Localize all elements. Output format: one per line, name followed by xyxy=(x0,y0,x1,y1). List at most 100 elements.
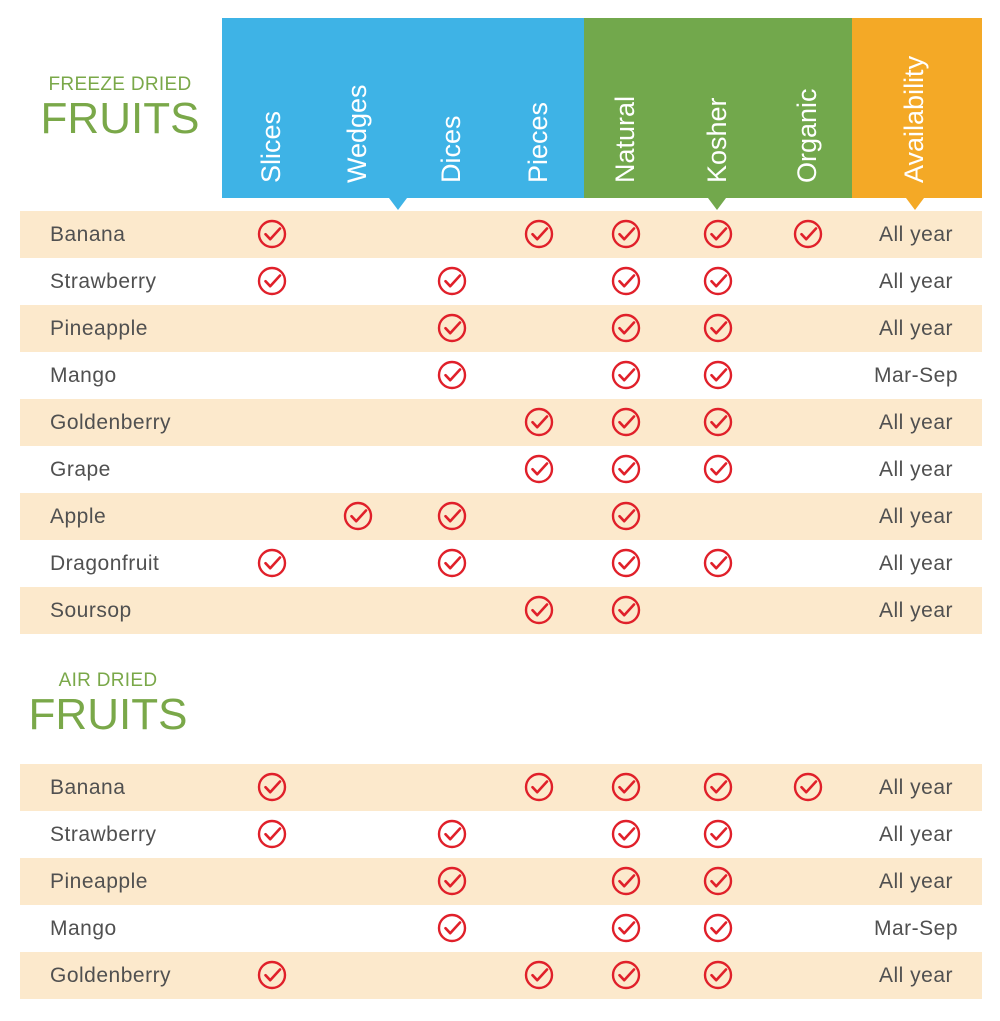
table-row: Pineapple All year xyxy=(20,858,982,905)
check-icon xyxy=(437,819,467,849)
availability-value: All year xyxy=(878,411,954,434)
fruit-name: Goldenberry xyxy=(50,411,172,434)
availability-value: All year xyxy=(878,270,954,293)
check-icon xyxy=(611,960,641,990)
availability-value: All year xyxy=(878,964,954,987)
table-row: Apple All year xyxy=(20,493,982,540)
check-icon xyxy=(257,219,287,249)
check-icon xyxy=(257,819,287,849)
header-pointer-green xyxy=(708,198,726,210)
header-band-certifications xyxy=(584,18,852,198)
check-icon xyxy=(524,595,554,625)
check-icon xyxy=(437,360,467,390)
availability-value: All year xyxy=(878,870,954,893)
fruit-name: Dragonfruit xyxy=(50,552,160,575)
check-icon xyxy=(611,819,641,849)
check-icon xyxy=(437,866,467,896)
air-dried-title: AIR DRIED FRUITS xyxy=(28,670,188,738)
availability-value: All year xyxy=(878,599,954,622)
check-icon xyxy=(437,313,467,343)
check-icon xyxy=(703,454,733,484)
fruit-name: Soursop xyxy=(50,599,132,622)
header-pointer-blue xyxy=(389,198,407,210)
column-header-pieces: Pieces xyxy=(523,101,553,183)
table-row: Banana All year xyxy=(20,211,982,258)
freeze-dried-title-small: FREEZE DRIED xyxy=(48,74,192,95)
check-icon xyxy=(611,407,641,437)
check-icon xyxy=(611,360,641,390)
table-row: Goldenberry All year xyxy=(20,399,982,446)
table-row: Soursop All year xyxy=(20,587,982,634)
air-dried-title-big: FRUITS xyxy=(28,690,188,739)
check-icon xyxy=(524,219,554,249)
availability-value: All year xyxy=(878,223,954,246)
fruit-name: Mango xyxy=(50,364,117,387)
check-icon xyxy=(793,219,823,249)
check-icon xyxy=(611,913,641,943)
check-icon xyxy=(524,407,554,437)
fruit-name: Banana xyxy=(50,776,126,799)
table-row: Dragonfruit All year xyxy=(20,540,982,587)
check-icon xyxy=(611,595,641,625)
check-icon xyxy=(257,548,287,578)
availability-value: All year xyxy=(878,317,954,340)
availability-value: Mar-Sep xyxy=(873,364,959,387)
column-header-availability: Availability xyxy=(899,55,929,183)
freeze-dried-title: FREEZE DRIED FRUITS xyxy=(40,74,200,142)
fruit-name: Strawberry xyxy=(50,270,157,293)
fruit-name: Goldenberry xyxy=(50,964,172,987)
column-header-slices: Slices xyxy=(256,110,286,183)
freeze-dried-title-big: FRUITS xyxy=(40,94,200,143)
table-row: Goldenberry All year xyxy=(20,952,982,999)
availability-value: All year xyxy=(878,458,954,481)
check-icon xyxy=(703,913,733,943)
check-icon xyxy=(703,548,733,578)
availability-value: Mar-Sep xyxy=(873,917,959,940)
check-icon xyxy=(611,548,641,578)
availability-value: All year xyxy=(878,505,954,528)
fruit-name: Grape xyxy=(50,458,111,481)
table-row: Banana All year xyxy=(20,764,982,811)
check-icon xyxy=(524,960,554,990)
column-header-kosher: Kosher xyxy=(702,97,732,183)
check-icon xyxy=(703,960,733,990)
check-icon xyxy=(343,501,373,531)
check-icon xyxy=(611,219,641,249)
fruit-name: Pineapple xyxy=(50,870,148,893)
check-icon xyxy=(611,454,641,484)
check-icon xyxy=(524,772,554,802)
check-icon xyxy=(437,548,467,578)
check-icon xyxy=(611,772,641,802)
check-icon xyxy=(611,266,641,296)
table-row: Strawberry All year xyxy=(20,811,982,858)
check-icon xyxy=(703,360,733,390)
check-icon xyxy=(437,913,467,943)
column-header-wedges: Wedges xyxy=(342,84,372,183)
check-icon xyxy=(703,866,733,896)
check-icon xyxy=(703,819,733,849)
check-icon xyxy=(257,266,287,296)
check-icon xyxy=(611,313,641,343)
check-icon xyxy=(611,501,641,531)
air-dried-title-small: AIR DRIED xyxy=(58,670,158,691)
check-icon xyxy=(703,313,733,343)
table-row: Mango Mar-Sep xyxy=(20,352,982,399)
check-icon xyxy=(793,772,823,802)
fruit-name: Apple xyxy=(50,505,107,528)
fruit-name: Banana xyxy=(50,223,126,246)
check-icon xyxy=(703,407,733,437)
column-header-organic: Organic xyxy=(792,88,822,183)
header-band-cut-types xyxy=(222,18,584,198)
column-header-dices: Dices xyxy=(436,115,466,183)
check-icon xyxy=(703,266,733,296)
check-icon xyxy=(611,866,641,896)
availability-value: All year xyxy=(878,552,954,575)
header-pointer-orange xyxy=(906,198,924,210)
table-row: Mango Mar-Sep xyxy=(20,905,982,952)
fruit-name: Strawberry xyxy=(50,823,157,846)
header-band-availability xyxy=(852,18,982,198)
availability-value: All year xyxy=(878,823,954,846)
check-icon xyxy=(703,772,733,802)
check-icon xyxy=(257,772,287,802)
check-icon xyxy=(703,219,733,249)
